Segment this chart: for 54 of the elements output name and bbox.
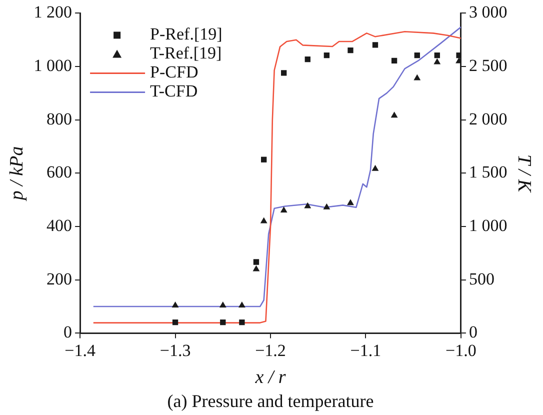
y2-tick-label: 2 500 [468,56,508,75]
point [323,203,330,210]
point [372,42,378,48]
x-tick-label: −1.1 [350,340,382,360]
legend-label: P-Ref.[19] [150,24,222,44]
y-tick-label: 0 [64,322,72,342]
legend-label: T-CFD [150,82,198,101]
y-tick-label: 600 [46,162,72,182]
point [414,74,421,80]
point [239,319,245,326]
y-tick-label: 1 200 [34,2,72,22]
y2-tick-label: 500 [468,269,494,288]
point [220,319,226,326]
y2-tick-label: 2 000 [468,109,508,128]
legend-label: T-Ref.[19] [150,44,222,63]
y2-tick-label: 1 500 [468,162,508,182]
point [390,112,398,118]
point [260,217,268,224]
point [172,301,179,308]
point [391,58,398,64]
y2-tick-label: 3 000 [468,2,508,22]
point [172,319,178,326]
legend-label: P-CFD [150,62,198,82]
x-tick-label: −1.4 [64,340,96,360]
point [372,164,379,171]
y-tick-label: 200 [46,269,72,288]
y-tick-label: 400 [46,216,72,235]
point [252,265,260,272]
point [414,52,420,58]
point [238,301,246,308]
point [304,56,310,62]
point [253,259,260,265]
point [347,199,354,206]
text: (a) Pressure and temperature [167,390,374,411]
x-tick-label: −1.3 [160,340,191,360]
y-axis-title: p / kPa [6,146,28,202]
point [434,52,440,58]
point [348,47,354,54]
point [280,206,288,213]
x-tick-label: −1.0 [446,340,476,360]
point [261,156,267,162]
point [456,52,461,58]
point [324,52,330,58]
y-tick-label: 1 000 [34,56,72,75]
y2-tick-label: 0 [468,322,478,342]
x-axis-title: x / r [254,367,286,388]
point [304,202,312,208]
y2-tick-label: 1 000 [468,216,508,235]
point [281,70,287,76]
point [434,58,441,64]
y2-axis-title: T / K [514,154,535,194]
x-tick-label: −1.2 [255,340,286,360]
y-tick-label: 800 [46,109,72,128]
point [219,301,226,308]
